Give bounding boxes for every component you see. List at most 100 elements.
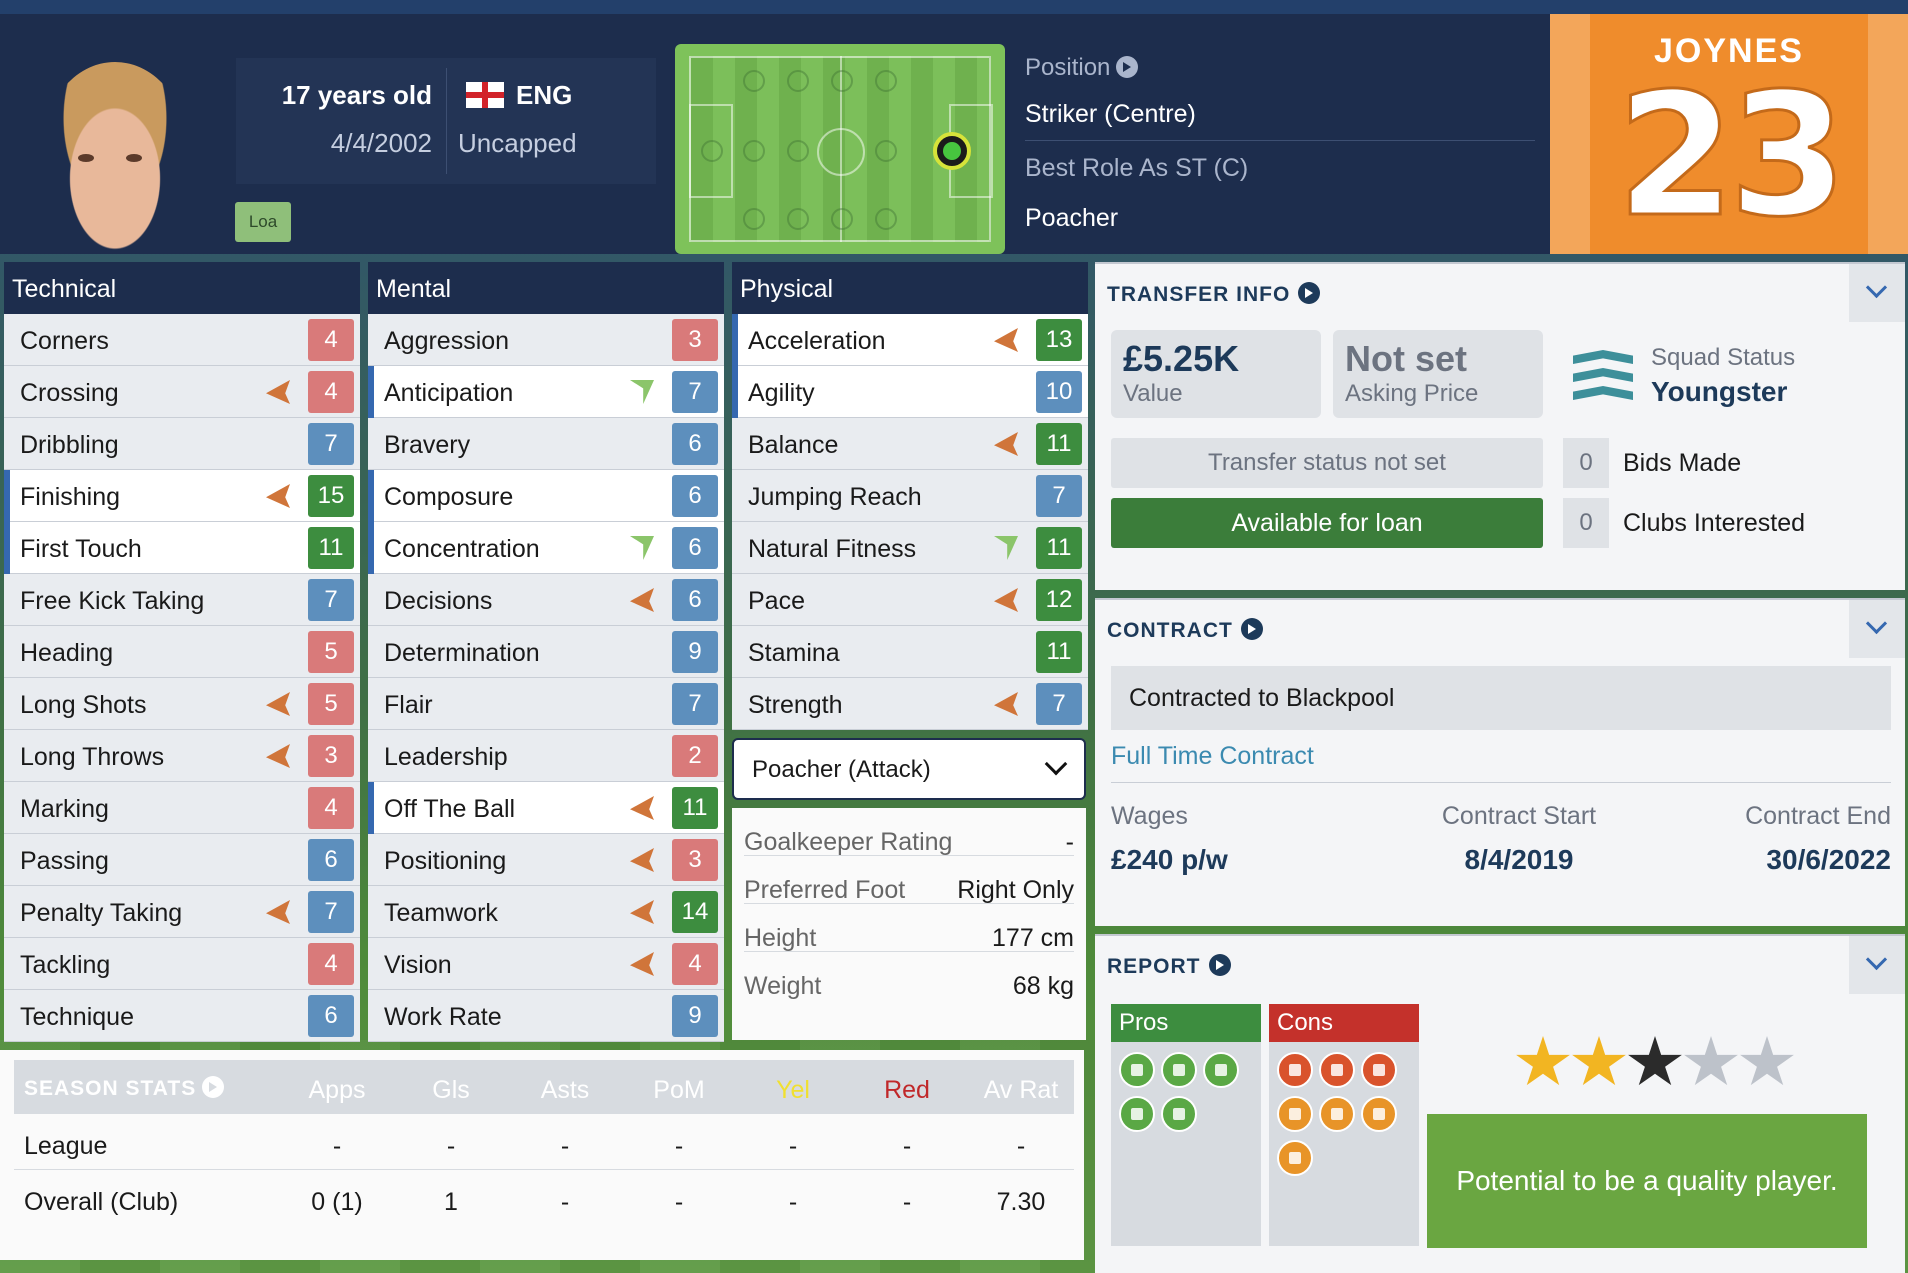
trend-down-icon bbox=[266, 692, 290, 716]
star-icon bbox=[1516, 1036, 1570, 1086]
attribute-row[interactable]: Corners 4 bbox=[4, 314, 360, 366]
attribute-row[interactable]: Vision 4 bbox=[368, 938, 724, 990]
attribute-row[interactable]: Free Kick Taking 7 bbox=[4, 574, 360, 626]
info-value: 68 kg bbox=[1012, 972, 1074, 1000]
attribute-row[interactable]: Acceleration 13 bbox=[732, 314, 1088, 366]
attribute-row[interactable]: Technique 6 bbox=[4, 990, 360, 1042]
cell: - bbox=[788, 1188, 798, 1216]
loan-status-button[interactable]: Available for loan bbox=[1111, 498, 1543, 548]
season-stats-title[interactable]: SEASON STATS bbox=[24, 1076, 225, 1101]
shirt-image: JOYNES 23 bbox=[1550, 14, 1908, 254]
con-trait-icon[interactable] bbox=[1277, 1052, 1313, 1088]
attribute-value: 7 bbox=[672, 371, 718, 413]
attribute-row[interactable]: Heading 5 bbox=[4, 626, 360, 678]
loan-badge[interactable]: Loa bbox=[235, 202, 291, 242]
attribute-row[interactable]: Stamina 11 bbox=[732, 626, 1088, 678]
attribute-row[interactable]: Penalty Taking 7 bbox=[4, 886, 360, 938]
collapse-chevron-icon[interactable] bbox=[1849, 600, 1905, 658]
attribute-row[interactable]: Crossing 4 bbox=[4, 366, 360, 418]
international-caps: Uncapped bbox=[458, 128, 577, 158]
attribute-row[interactable]: Finishing 15 bbox=[4, 470, 360, 522]
attribute-row[interactable]: First Touch 11 bbox=[4, 522, 360, 574]
attribute-row[interactable]: Tackling 4 bbox=[4, 938, 360, 990]
position-pitch[interactable] bbox=[675, 44, 1005, 254]
col-apps[interactable]: Apps bbox=[308, 1076, 366, 1104]
attribute-row[interactable]: Concentration 6 bbox=[368, 522, 724, 574]
attribute-row[interactable]: Natural Fitness 11 bbox=[732, 522, 1088, 574]
position-label[interactable]: Position bbox=[1025, 54, 1139, 82]
con-trait-icon[interactable] bbox=[1319, 1096, 1355, 1132]
attribute-row[interactable]: Passing 6 bbox=[4, 834, 360, 886]
contract-title[interactable]: CONTRACT bbox=[1107, 618, 1263, 643]
attribute-row[interactable]: Aggression 3 bbox=[368, 314, 724, 366]
col-red[interactable]: Red bbox=[884, 1076, 930, 1104]
con-trait-icon[interactable] bbox=[1277, 1140, 1313, 1176]
squad-status-value[interactable]: Youngster bbox=[1651, 376, 1788, 407]
attribute-row[interactable]: Balance 11 bbox=[732, 418, 1088, 470]
transfer-status-button[interactable]: Transfer status not set bbox=[1111, 438, 1543, 488]
trend-up-icon bbox=[630, 380, 654, 404]
row-label: League bbox=[24, 1132, 108, 1160]
attribute-row[interactable]: Teamwork 14 bbox=[368, 886, 724, 938]
con-trait-icon[interactable] bbox=[1361, 1052, 1397, 1088]
col-goals[interactable]: Gls bbox=[432, 1076, 470, 1104]
col-yellow[interactable]: Yel bbox=[776, 1076, 810, 1104]
report-title[interactable]: REPORT bbox=[1107, 954, 1231, 979]
attribute-value: 7 bbox=[308, 423, 354, 465]
pro-trait-icon[interactable] bbox=[1119, 1096, 1155, 1132]
attribute-row[interactable]: Pace 12 bbox=[732, 574, 1088, 626]
attribute-row[interactable]: Agility 10 bbox=[732, 366, 1088, 418]
info-row: Goalkeeper Rating - bbox=[744, 808, 1074, 856]
attribute-row[interactable]: Off The Ball 11 bbox=[368, 782, 724, 834]
col-avg-rating[interactable]: Av Rat bbox=[983, 1076, 1059, 1104]
attribute-value: 4 bbox=[308, 943, 354, 985]
asking-price-box[interactable]: Not set Asking Price bbox=[1333, 330, 1543, 418]
con-trait-icon[interactable] bbox=[1277, 1096, 1313, 1132]
attribute-row[interactable]: Determination 9 bbox=[368, 626, 724, 678]
star-icon bbox=[1740, 1036, 1794, 1086]
collapse-chevron-icon[interactable] bbox=[1849, 264, 1905, 322]
attribute-row[interactable]: Leadership 2 bbox=[368, 730, 724, 782]
attribute-row[interactable]: Work Rate 9 bbox=[368, 990, 724, 1042]
attribute-row[interactable]: Positioning 3 bbox=[368, 834, 724, 886]
col-pom[interactable]: PoM bbox=[653, 1076, 705, 1104]
pro-trait-icon[interactable] bbox=[1161, 1096, 1197, 1132]
attribute-row[interactable]: Composure 6 bbox=[368, 470, 724, 522]
pro-trait-icon[interactable] bbox=[1203, 1052, 1239, 1088]
attribute-row[interactable]: Long Throws 3 bbox=[4, 730, 360, 782]
pro-trait-icon[interactable] bbox=[1119, 1052, 1155, 1088]
attribute-row[interactable]: Long Shots 5 bbox=[4, 678, 360, 730]
attribute-value: 15 bbox=[308, 475, 354, 517]
con-trait-icon[interactable] bbox=[1319, 1052, 1355, 1088]
attribute-label: Technique bbox=[20, 1003, 134, 1031]
attribute-value: 4 bbox=[308, 787, 354, 829]
attribute-row[interactable]: Bravery 6 bbox=[368, 418, 724, 470]
role-select-dropdown[interactable]: Poacher (Attack) bbox=[732, 738, 1086, 800]
physical-attributes: Physical Acceleration 13 Agility 10 Balance 1… bbox=[732, 262, 1088, 730]
attribute-row[interactable]: Flair 7 bbox=[368, 678, 724, 730]
bids-count: 0 bbox=[1563, 438, 1609, 488]
pro-trait-icon[interactable] bbox=[1161, 1052, 1197, 1088]
role-select-value: Poacher (Attack) bbox=[752, 756, 931, 783]
collapse-chevron-icon[interactable] bbox=[1849, 936, 1905, 994]
attribute-label: Positioning bbox=[384, 847, 507, 875]
con-trait-icon[interactable] bbox=[1361, 1096, 1397, 1132]
nationality[interactable]: ENG bbox=[516, 80, 573, 110]
attribute-row[interactable]: Decisions 6 bbox=[368, 574, 724, 626]
trend-down-icon bbox=[630, 848, 654, 872]
attribute-row[interactable]: Strength 7 bbox=[732, 678, 1088, 730]
col-assists[interactable]: Asts bbox=[540, 1076, 590, 1104]
transfer-info-title[interactable]: TRANSFER INFO bbox=[1107, 282, 1321, 307]
season-stats: SEASON STATS Apps Gls Asts PoM Yel Red A… bbox=[0, 1050, 1084, 1260]
attribute-row[interactable]: Dribbling 7 bbox=[4, 418, 360, 470]
trend-up-icon bbox=[994, 536, 1018, 560]
attribute-row[interactable]: Anticipation 7 bbox=[368, 366, 724, 418]
current-position-marker bbox=[933, 132, 971, 170]
physical-rows: Acceleration 13 Agility 10 Balance 11 Jumping … bbox=[732, 314, 1088, 730]
attribute-row[interactable]: Marking 4 bbox=[4, 782, 360, 834]
attribute-value: 12 bbox=[1036, 579, 1082, 621]
stats-row-overall: Overall (Club) 0 (1) 1 - - - - 7.30 bbox=[14, 1172, 1074, 1226]
contract-type-link[interactable]: Full Time Contract bbox=[1111, 742, 1314, 770]
attribute-label: Heading bbox=[20, 639, 114, 667]
attribute-row[interactable]: Jumping Reach 7 bbox=[732, 470, 1088, 522]
